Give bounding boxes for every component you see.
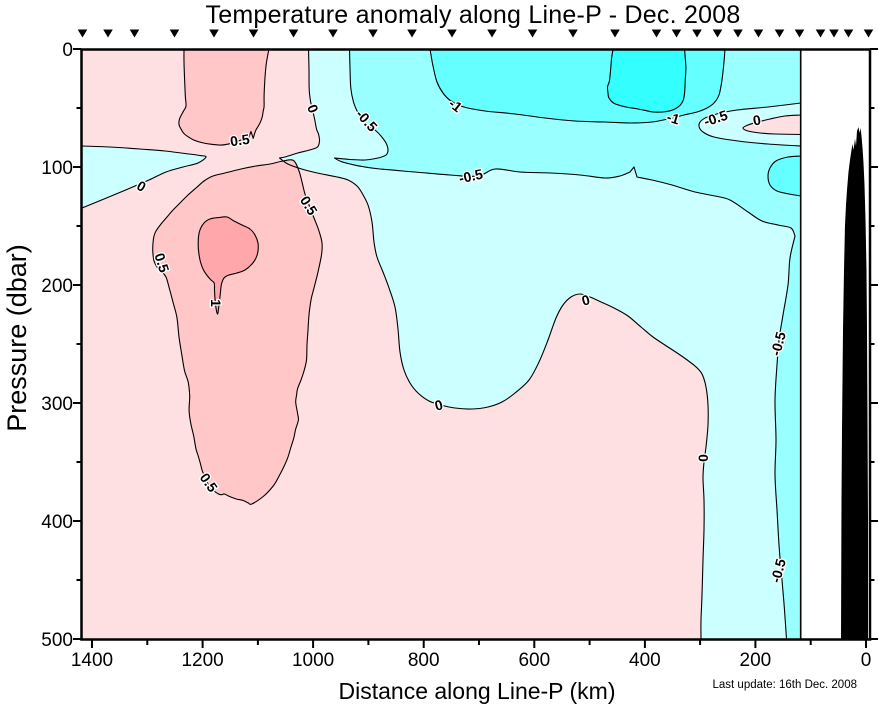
svg-text:1000: 1000: [292, 650, 334, 671]
svg-text:Last update: 16th Dec. 2008: Last update: 16th Dec. 2008: [713, 679, 858, 691]
svg-text:1400: 1400: [71, 650, 113, 671]
svg-text:800: 800: [408, 650, 440, 671]
svg-text:500: 500: [41, 630, 73, 651]
svg-text:0.5: 0.5: [151, 251, 172, 275]
svg-text:Pressure (dbar): Pressure (dbar): [2, 244, 32, 432]
svg-text:600: 600: [518, 650, 550, 671]
svg-text:-0.5: -0.5: [767, 330, 789, 358]
svg-text:200: 200: [740, 650, 772, 671]
svg-text:100: 100: [41, 158, 73, 179]
svg-text:200: 200: [41, 276, 73, 297]
svg-text:1200: 1200: [181, 650, 223, 671]
svg-text:300: 300: [41, 394, 73, 415]
svg-text:0: 0: [861, 650, 872, 671]
svg-text:0: 0: [62, 40, 73, 61]
svg-text:Temperature anomaly along Line: Temperature anomaly along Line-P - Dec. …: [206, 1, 741, 29]
svg-text:400: 400: [41, 512, 73, 533]
svg-text:0: 0: [695, 454, 711, 462]
svg-text:1: 1: [208, 299, 224, 307]
svg-text:Distance along Line-P (km): Distance along Line-P (km): [339, 678, 616, 704]
svg-text:0.5: 0.5: [229, 131, 251, 150]
svg-text:-0.5: -0.5: [457, 166, 484, 187]
svg-text:400: 400: [629, 650, 661, 671]
